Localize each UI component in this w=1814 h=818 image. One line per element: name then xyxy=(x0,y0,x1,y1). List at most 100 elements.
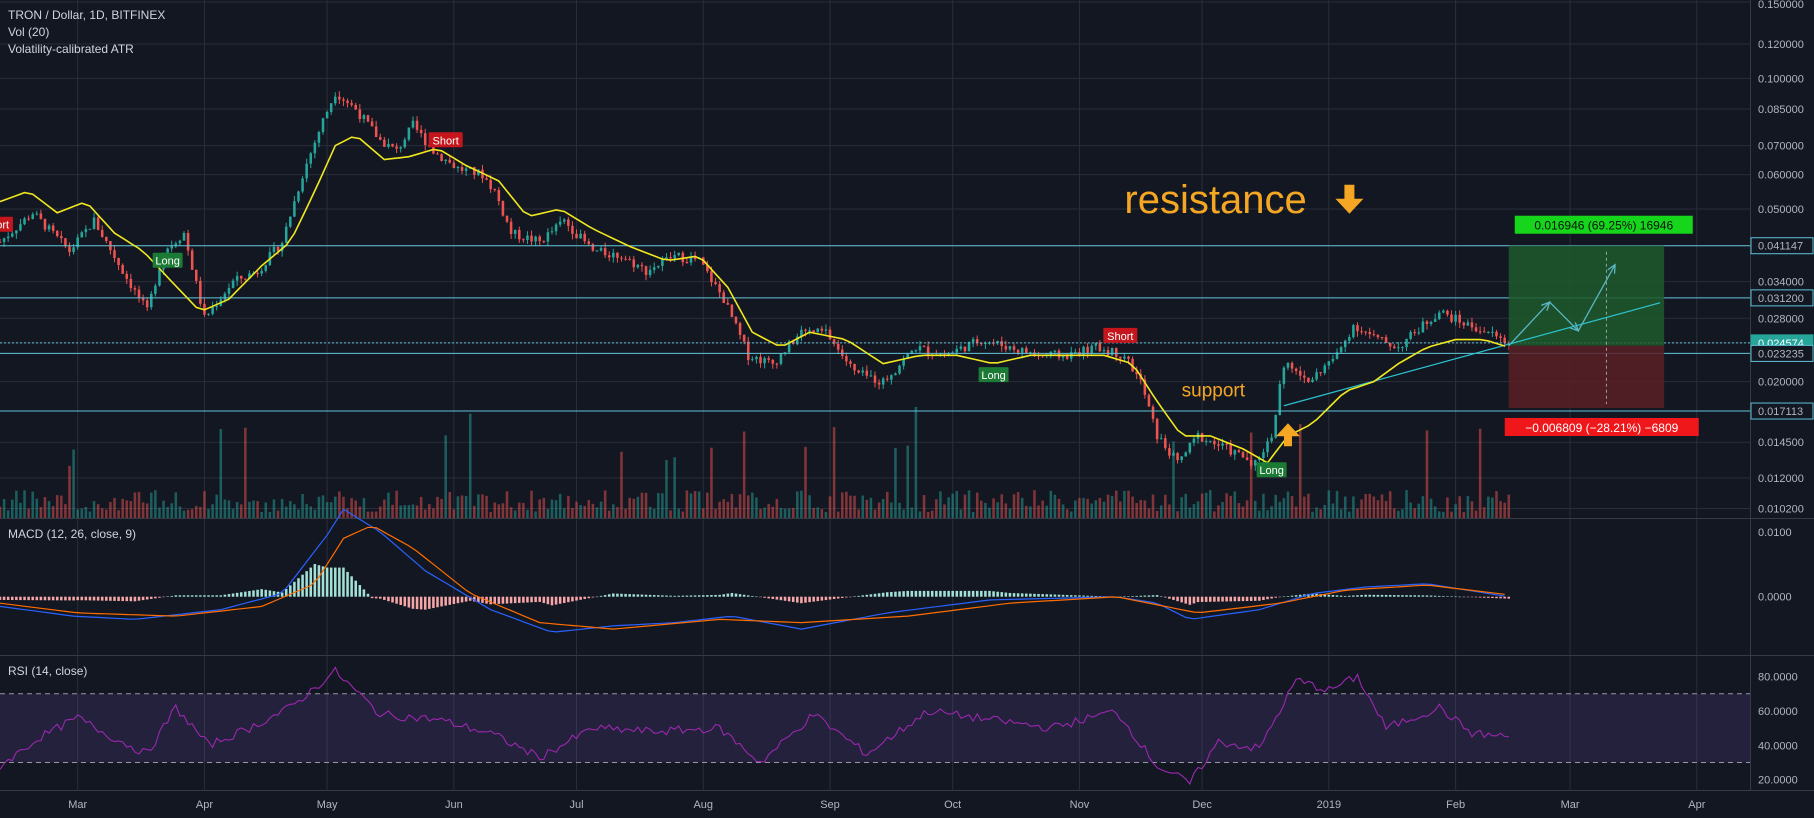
candle-body xyxy=(366,115,370,122)
volume-bar xyxy=(456,496,460,518)
candle-body xyxy=(391,143,394,147)
candle-body xyxy=(0,241,2,243)
candle-body xyxy=(849,361,852,364)
macd-histogram-bar xyxy=(1311,593,1314,597)
volume-bar xyxy=(1290,496,1294,518)
macd-histogram xyxy=(0,564,1511,610)
candle xyxy=(31,212,34,220)
macd-histogram-bar xyxy=(1229,596,1232,602)
candle xyxy=(141,294,145,306)
candle xyxy=(963,346,967,354)
candle xyxy=(1286,362,1290,371)
macd-histogram-bar xyxy=(1421,595,1425,597)
macd-histogram-bar xyxy=(1204,596,1208,602)
volume-bar xyxy=(526,509,529,518)
volume-bar xyxy=(746,495,750,518)
candle xyxy=(800,325,803,342)
candle-body xyxy=(1192,438,1196,443)
macd-histogram-bar xyxy=(706,595,709,597)
signal-label-bg xyxy=(0,216,13,232)
candle-body xyxy=(1413,332,1416,334)
candle-body xyxy=(1393,346,1396,349)
candle-body xyxy=(178,240,182,244)
candle-body xyxy=(1065,354,1069,359)
macd-histogram-bar xyxy=(244,591,247,597)
volume-bar xyxy=(1339,509,1343,518)
candle xyxy=(317,130,321,148)
macd-histogram-bar xyxy=(260,589,263,597)
volume-bar xyxy=(546,509,550,518)
candle-body xyxy=(763,358,766,364)
candle xyxy=(178,239,182,247)
volume-bar xyxy=(219,428,223,518)
candle-body xyxy=(1098,342,1102,352)
volume-bar xyxy=(1004,503,1008,518)
volume-bar xyxy=(591,503,595,518)
long-signal-label: Long xyxy=(152,252,183,268)
candle xyxy=(1094,342,1098,351)
candle-body xyxy=(1388,342,1392,347)
volume-bar xyxy=(248,501,251,518)
volume-bar xyxy=(1343,496,1347,518)
candle-body xyxy=(632,259,636,268)
candle-body xyxy=(1319,372,1322,374)
candle xyxy=(260,268,263,277)
macd-histogram-bar xyxy=(1016,593,1020,597)
macd-histogram-bar xyxy=(836,596,840,599)
candlesticks xyxy=(0,91,1511,471)
volume-bar xyxy=(301,494,304,518)
candle xyxy=(1209,440,1212,444)
candle xyxy=(133,285,137,296)
candle-body xyxy=(509,221,513,235)
macd-histogram-bar xyxy=(1437,595,1441,597)
candle-body xyxy=(738,323,742,335)
macd-axis-tick: 0.0100 xyxy=(1758,527,1792,539)
candle-body xyxy=(1123,356,1126,359)
candle-body xyxy=(284,226,288,244)
volume-bar xyxy=(677,508,681,518)
candle-body xyxy=(1094,342,1098,346)
volume-bar xyxy=(121,498,124,518)
macd-histogram-bar xyxy=(68,596,71,601)
volume-bar xyxy=(1057,498,1061,518)
candle-body xyxy=(820,328,824,331)
macd-histogram-bar xyxy=(100,596,104,601)
volume-bar xyxy=(362,498,366,518)
macd-histogram-bar xyxy=(1442,596,1445,597)
macd-histogram-bar xyxy=(759,596,762,598)
x-tick-label: Apr xyxy=(196,799,213,811)
candle-body xyxy=(60,236,63,239)
macd-histogram-bar xyxy=(640,594,644,597)
volume-bar xyxy=(1462,511,1466,518)
candle-body xyxy=(607,255,611,258)
candle-body xyxy=(1110,347,1114,356)
macd-histogram-bar xyxy=(125,596,129,602)
volume-bar xyxy=(1507,494,1511,518)
candle xyxy=(1360,326,1363,335)
candle xyxy=(538,234,541,247)
volume-bar xyxy=(235,502,239,518)
candle xyxy=(186,229,190,256)
macd-histogram-bar xyxy=(1172,596,1175,600)
price-axis-tick: 0.100000 xyxy=(1758,73,1804,85)
macd-histogram-bar xyxy=(980,590,983,597)
volume-bar xyxy=(1074,500,1077,518)
price-axis-tick: 0.070000 xyxy=(1758,141,1804,153)
macd-histogram-bar xyxy=(1478,596,1482,598)
volume-bar xyxy=(1131,496,1134,518)
volume-bar xyxy=(787,508,791,518)
macd-histogram-bar xyxy=(571,596,574,602)
volume-bar xyxy=(509,507,513,518)
macd-histogram-bar xyxy=(39,596,43,601)
candle-body xyxy=(1384,337,1388,343)
volume-bar xyxy=(918,511,922,518)
macd-histogram-bar xyxy=(1131,596,1134,597)
price-axis-tick: 0.014500 xyxy=(1758,437,1804,449)
volume-bar xyxy=(423,509,427,518)
volume-bar xyxy=(1253,500,1257,518)
macd-histogram-bar xyxy=(1065,594,1069,597)
macd-histogram-bar xyxy=(943,590,946,597)
macd-histogram-bar xyxy=(47,596,51,601)
candle-body xyxy=(652,267,656,270)
